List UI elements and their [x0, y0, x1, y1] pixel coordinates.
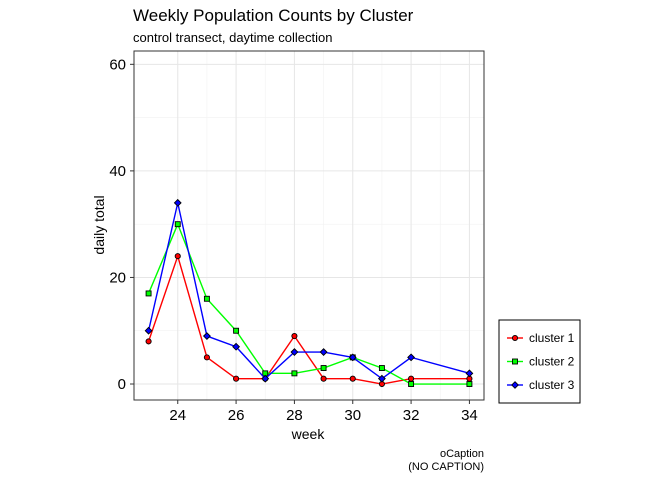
- data-point-cluster-3: [232, 342, 241, 351]
- legend-label-cluster-2: cluster 2: [529, 355, 575, 369]
- data-point-cluster-3: [144, 326, 153, 335]
- data-point-cluster-3: [173, 198, 182, 207]
- legend-label-cluster-3: cluster 3: [529, 378, 575, 392]
- plot-area: 24 26 28 30 32 34 0 20 40 60: [109, 50, 485, 424]
- data-point-cluster-1: [233, 375, 240, 382]
- legend: cluster 1 cluster 2 cluster 3: [498, 319, 581, 404]
- data-point-cluster-2: [233, 327, 240, 334]
- data-point-cluster-1: [408, 375, 415, 382]
- series-cluster-3: [144, 198, 474, 383]
- x-tick-label: 26: [228, 407, 245, 424]
- data-point-cluster-1: [291, 333, 298, 340]
- legend-marker-cluster-2: [512, 358, 518, 365]
- x-tick-label: 24: [169, 407, 186, 424]
- legend-marker-cluster-1: [511, 334, 519, 342]
- data-point-cluster-2: [320, 365, 327, 371]
- x-tick-label: 30: [344, 407, 361, 424]
- data-point-cluster-3: [290, 348, 299, 356]
- chart-subtitle: control transect, daytime collection: [133, 30, 332, 45]
- data-point-cluster-2: [145, 290, 152, 297]
- data-point-cluster-3: [465, 369, 474, 378]
- data-point-cluster-1: [203, 354, 210, 361]
- data-point-cluster-1: [174, 253, 181, 260]
- legend-item-cluster-3: cluster 3: [507, 378, 575, 392]
- plot-background: [134, 51, 484, 400]
- legend-item-cluster-1: cluster 1: [507, 331, 575, 345]
- data-point-cluster-2: [291, 370, 298, 377]
- x-tick-label: 34: [461, 407, 478, 424]
- series-cluster-2: [145, 221, 473, 387]
- x-tick-label: 28: [286, 407, 303, 424]
- data-point-cluster-3: [202, 332, 211, 340]
- data-point-cluster-2: [174, 221, 181, 228]
- data-point-cluster-3: [377, 374, 386, 383]
- data-point-cluster-1: [145, 338, 152, 345]
- data-point-cluster-2: [408, 381, 415, 387]
- data-point-cluster-1: [320, 375, 327, 382]
- y-tick-label: 20: [109, 269, 126, 286]
- y-tick-label: 60: [109, 56, 126, 73]
- data-point-cluster-2: [378, 365, 385, 371]
- legend-label-cluster-1: cluster 1: [529, 331, 575, 345]
- y-tick-label: 0: [118, 376, 126, 393]
- data-point-cluster-3: [348, 353, 357, 362]
- caption-line-1: oCaption: [440, 448, 484, 460]
- data-point-cluster-3: [319, 348, 328, 356]
- caption-line-2: (NO CAPTION): [408, 461, 484, 473]
- plot-border: [133, 50, 485, 401]
- legend-marker-cluster-3: [511, 381, 519, 389]
- x-axis-label: week: [291, 426, 326, 442]
- data-point-cluster-3: [261, 374, 270, 383]
- data-point-cluster-2: [203, 295, 210, 302]
- data-point-cluster-3: [407, 353, 416, 362]
- chart-title: Weekly Population Counts by Cluster: [133, 6, 414, 25]
- y-tick-label: 40: [109, 163, 126, 180]
- y-axis-label: daily total: [91, 195, 107, 254]
- data-point-cluster-1: [349, 375, 356, 382]
- x-tick-label: 32: [403, 407, 420, 424]
- legend-item-cluster-2: cluster 2: [507, 355, 575, 369]
- data-point-cluster-2: [466, 381, 473, 387]
